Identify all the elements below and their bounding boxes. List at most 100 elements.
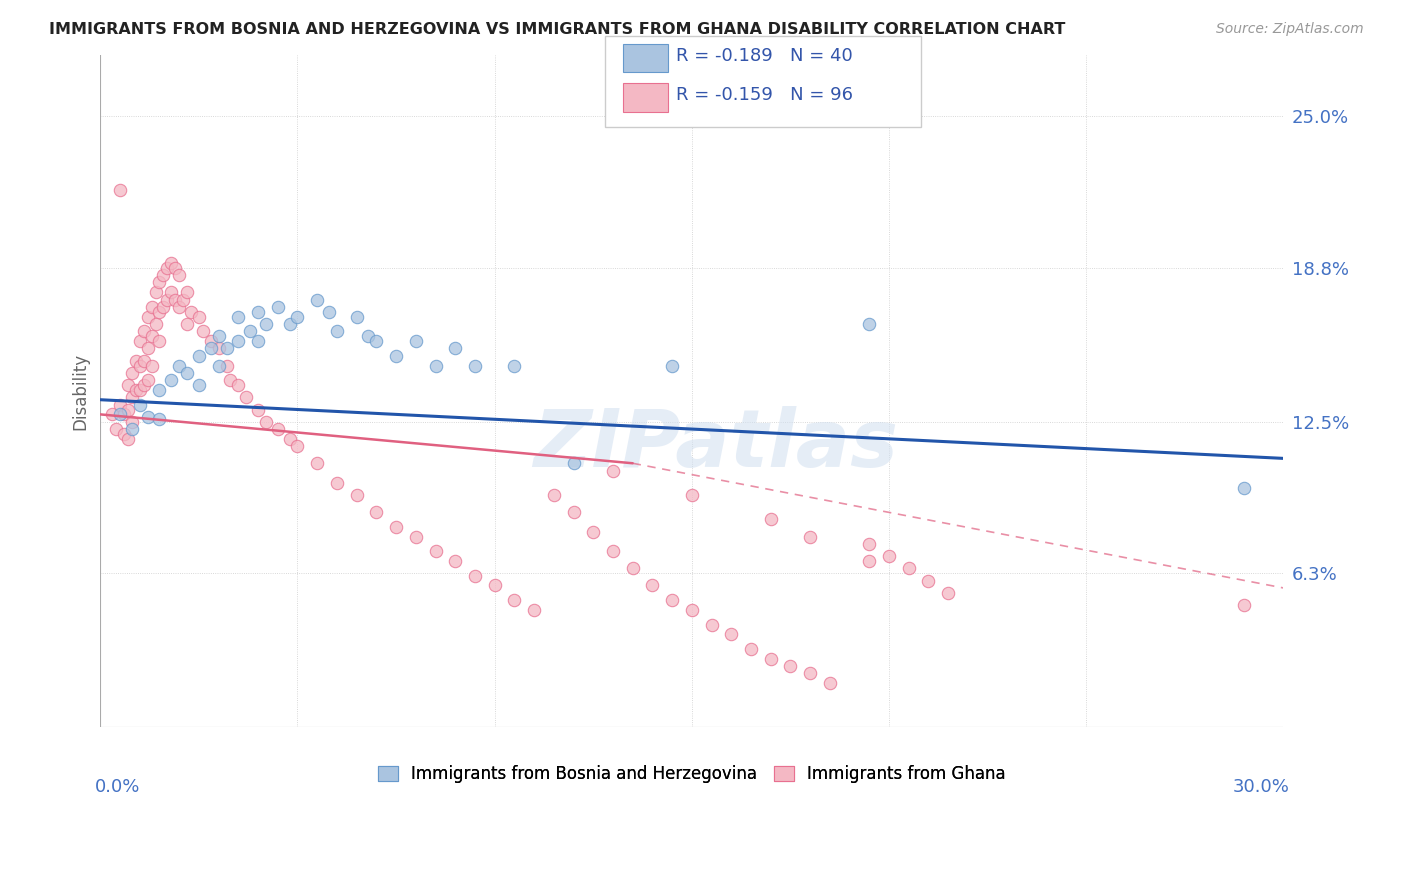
Point xyxy=(425,544,447,558)
Point xyxy=(156,260,179,275)
Point xyxy=(346,488,368,502)
Point xyxy=(444,554,467,568)
Point xyxy=(112,426,135,441)
Point xyxy=(1233,481,1256,495)
Point xyxy=(132,324,155,338)
Point xyxy=(160,285,183,300)
Point xyxy=(858,317,880,331)
Point xyxy=(215,342,238,356)
Text: IMMIGRANTS FROM BOSNIA AND HERZEGOVINA VS IMMIGRANTS FROM GHANA DISABILITY CORRE: IMMIGRANTS FROM BOSNIA AND HERZEGOVINA V… xyxy=(49,22,1066,37)
Point xyxy=(602,544,624,558)
Point xyxy=(681,603,703,617)
Point xyxy=(720,627,742,641)
Point xyxy=(661,359,683,373)
Point xyxy=(117,402,139,417)
Y-axis label: Disability: Disability xyxy=(72,352,89,430)
Point xyxy=(661,593,683,607)
Point xyxy=(208,342,231,356)
Point xyxy=(287,439,309,453)
Point xyxy=(326,475,349,490)
Point xyxy=(128,383,150,397)
Point xyxy=(117,432,139,446)
Text: Source: ZipAtlas.com: Source: ZipAtlas.com xyxy=(1216,22,1364,37)
Point xyxy=(278,432,301,446)
Point xyxy=(287,310,309,324)
Point xyxy=(444,342,467,356)
Point xyxy=(148,383,170,397)
Point xyxy=(278,317,301,331)
Point xyxy=(132,378,155,392)
Point xyxy=(228,334,250,348)
Point xyxy=(503,593,526,607)
Point xyxy=(121,390,143,404)
Point xyxy=(759,512,782,526)
Point xyxy=(247,402,270,417)
Point xyxy=(132,353,155,368)
Point xyxy=(105,422,128,436)
Point xyxy=(167,359,190,373)
Point xyxy=(125,383,148,397)
Point xyxy=(128,398,150,412)
Point xyxy=(121,422,143,436)
Text: 30.0%: 30.0% xyxy=(1232,778,1289,796)
Point xyxy=(208,359,231,373)
Text: 0.0%: 0.0% xyxy=(94,778,139,796)
Point xyxy=(1233,598,1256,612)
Point xyxy=(267,422,290,436)
Point xyxy=(141,359,163,373)
Point xyxy=(346,310,368,324)
Point xyxy=(141,329,163,343)
Point xyxy=(235,390,257,404)
Point xyxy=(357,329,380,343)
Point xyxy=(148,412,170,426)
Point xyxy=(464,568,486,582)
Point xyxy=(108,408,131,422)
Legend: Immigrants from Bosnia and Herzegovina, Immigrants from Ghana: Immigrants from Bosnia and Herzegovina, … xyxy=(371,758,1012,789)
Point xyxy=(936,586,959,600)
Point xyxy=(180,304,202,318)
Point xyxy=(484,578,506,592)
Point xyxy=(125,353,148,368)
Point xyxy=(141,300,163,314)
Point xyxy=(200,334,222,348)
Point xyxy=(799,666,821,681)
Point xyxy=(700,617,723,632)
Point xyxy=(172,293,194,307)
Point xyxy=(326,324,349,338)
Point xyxy=(877,549,900,563)
Point xyxy=(897,561,920,575)
Point xyxy=(405,530,427,544)
Point xyxy=(121,415,143,429)
Point xyxy=(543,488,565,502)
Point xyxy=(366,505,388,519)
Point xyxy=(187,349,209,363)
Point xyxy=(464,359,486,373)
Point xyxy=(176,317,198,331)
Point xyxy=(108,398,131,412)
Point xyxy=(117,378,139,392)
Point xyxy=(228,378,250,392)
Point xyxy=(208,329,231,343)
Point xyxy=(156,293,179,307)
Point xyxy=(200,342,222,356)
Point xyxy=(641,578,664,592)
Point xyxy=(740,642,762,657)
Point xyxy=(176,285,198,300)
Point xyxy=(148,334,170,348)
Point xyxy=(228,310,250,324)
Point xyxy=(187,310,209,324)
Point xyxy=(148,304,170,318)
Text: R = -0.159   N = 96: R = -0.159 N = 96 xyxy=(676,87,853,104)
Point xyxy=(799,530,821,544)
Point xyxy=(307,293,329,307)
Point xyxy=(165,293,187,307)
Point xyxy=(101,408,124,422)
Point xyxy=(128,359,150,373)
Point xyxy=(108,183,131,197)
Point xyxy=(152,268,174,282)
Point xyxy=(215,359,238,373)
Point xyxy=(136,310,159,324)
Point xyxy=(152,300,174,314)
Point xyxy=(621,561,644,575)
Point xyxy=(136,373,159,387)
